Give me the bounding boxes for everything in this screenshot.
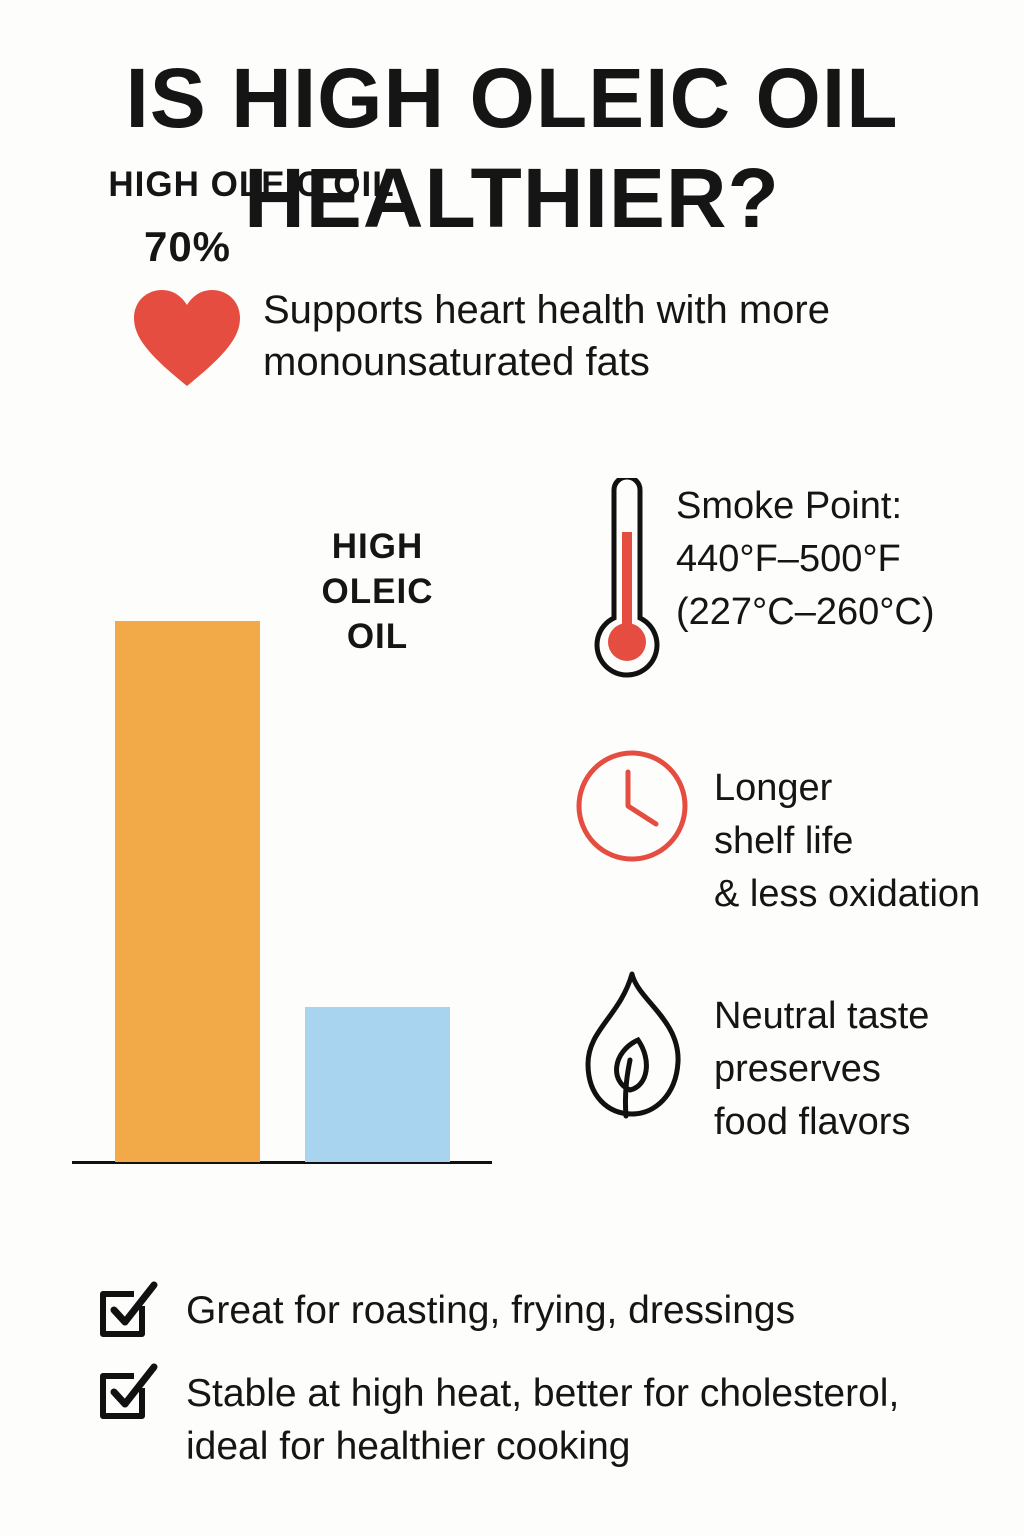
thermometer-icon — [594, 478, 660, 678]
check-item: Stable at high heat, better for choleste… — [186, 1372, 900, 1468]
feature-line: Smoke Point: — [676, 485, 902, 527]
feature-line: (227°C–260°C) — [676, 591, 935, 633]
baseline — [72, 1161, 492, 1164]
check-item: Great for roasting, frying, dressings — [186, 1289, 796, 1332]
category-label: HIGH OLEIC OIL — [108, 164, 395, 204]
feature-line: 440°F–500°F — [676, 538, 901, 580]
feature-taste: Neutral taste preserves food flavors — [714, 990, 929, 1149]
feature-line: shelf life — [714, 820, 854, 862]
feature-line: preserves — [714, 1048, 881, 1090]
bar — [115, 620, 260, 1162]
feature-line: Longer — [714, 767, 833, 809]
leaf-flame-icon — [585, 971, 681, 1119]
feature-line: Neutral taste — [714, 995, 930, 1037]
value-label: 70% — [143, 222, 232, 270]
checkbox-icon — [100, 1363, 158, 1419]
clock-icon — [576, 750, 688, 862]
heart-icon — [134, 290, 240, 386]
feature-smoke: Smoke Point: 440°F–500°F (227°C–260°C) — [676, 480, 935, 639]
checkbox-icon — [100, 1281, 158, 1337]
heart-note: Supports heart health with more monounsa… — [263, 288, 830, 384]
bar — [305, 1007, 450, 1162]
title: IS HIGH OLEIC OIL HEALTHIER? — [125, 51, 899, 245]
feature-shelf: Longer shelf life & less oxidation — [714, 762, 980, 921]
bar-chart: 70% HIGH OLEIC OIL HIGH OLEIC OIL — [0, 0, 520, 1200]
title-block: IS HIGH OLEIC OIL HEALTHIER? — [0, 48, 1024, 248]
feature-line: & less oxidation — [714, 873, 981, 915]
feature-line: food flavors — [714, 1101, 911, 1143]
category-label: HIGH OLEIC OIL — [321, 527, 434, 657]
